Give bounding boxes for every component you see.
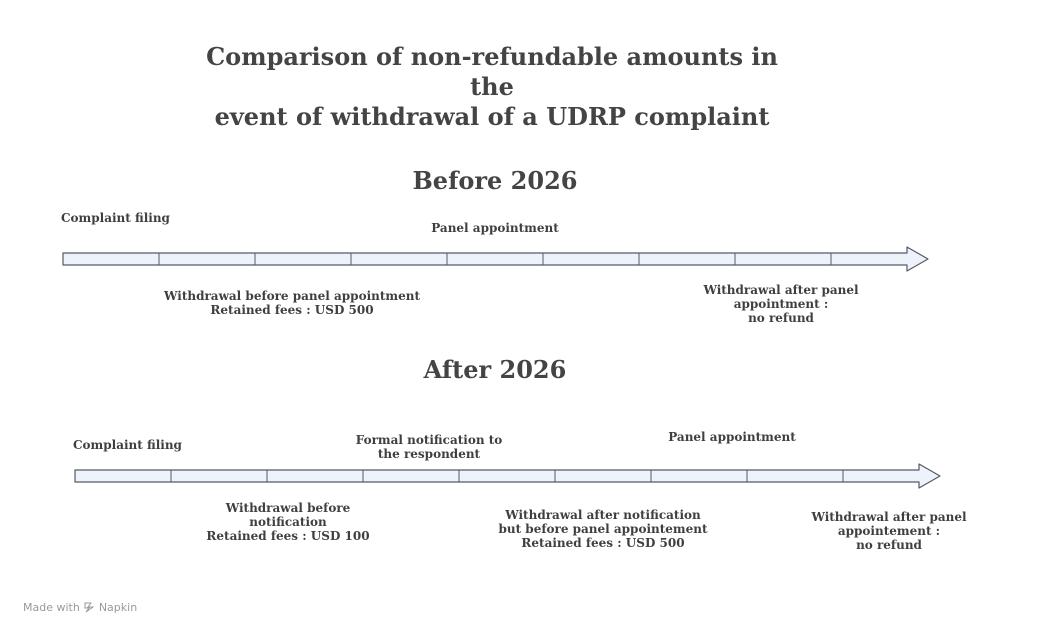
napkin-logo-icon [84, 602, 95, 613]
before-withdrawal-after-panel-line1: Withdrawal after panel [703, 283, 859, 297]
after-heading: After 2026 [423, 355, 567, 384]
before-heading: Before 2026 [412, 166, 578, 195]
diagram-title: Comparison of non-refundable amounts in … [192, 42, 792, 132]
after-panel-appointment-label: Panel appointment [668, 430, 796, 444]
before-withdrawal-before-panel-label: Withdrawal before panel appointment Reta… [142, 289, 442, 317]
made-with-label: Made with [23, 601, 80, 614]
after-formal-notification-line2: the respondent [377, 447, 481, 461]
after-withdrawal-after-notification-line2: but before panel appointement [498, 522, 708, 536]
after-withdrawal-after-panel-line1: Withdrawal after panel [811, 510, 967, 524]
before-withdrawal-after-panel-label: Withdrawal after panel appointment : no … [681, 283, 881, 325]
made-with-napkin-footer[interactable]: Made with Napkin [23, 601, 137, 614]
after-complaint-filing-label: Complaint filing [73, 438, 182, 452]
after-withdrawal-after-notification-label: Withdrawal after notification but before… [478, 508, 728, 550]
after-arrow-shape [74, 463, 941, 489]
before-withdrawal-before-panel-line2: Retained fees : USD 500 [210, 303, 374, 317]
after-withdrawal-after-notification-line3: Retained fees : USD 500 [521, 536, 685, 550]
before-withdrawal-after-panel-line3: no refund [748, 311, 814, 325]
after-withdrawal-before-notification-line3: Retained fees : USD 100 [206, 529, 370, 543]
after-withdrawal-after-panel-line2: appointement : [837, 524, 941, 538]
title-line-2: event of withdrawal of a UDRP complaint [214, 102, 770, 131]
after-formal-notification-line1: Formal notification to [355, 433, 503, 447]
before-withdrawal-after-panel-line2: appointment : [733, 297, 829, 311]
after-withdrawal-before-notification-label: Withdrawal before notification Retained … [188, 501, 388, 543]
after-withdrawal-after-panel-line3: no refund [856, 538, 922, 552]
after-withdrawal-before-notification-line1: Withdrawal before [225, 501, 351, 515]
before-complaint-filing-label: Complaint filing [61, 211, 170, 225]
before-panel-appointment-label: Panel appointment [431, 221, 559, 235]
after-withdrawal-before-notification-line2: notification [249, 515, 327, 529]
napkin-brand-label: Napkin [98, 601, 138, 614]
after-withdrawal-after-panel-label: Withdrawal after panel appointement : no… [789, 510, 989, 552]
before-arrow-shape [62, 246, 929, 272]
after-withdrawal-after-notification-line1: Withdrawal after notification [505, 508, 701, 522]
title-line-1: Comparison of non-refundable amounts in … [206, 42, 778, 101]
before-withdrawal-before-panel-line1: Withdrawal before panel appointment [164, 289, 420, 303]
after-formal-notification-label: Formal notification to the respondent [329, 433, 529, 461]
